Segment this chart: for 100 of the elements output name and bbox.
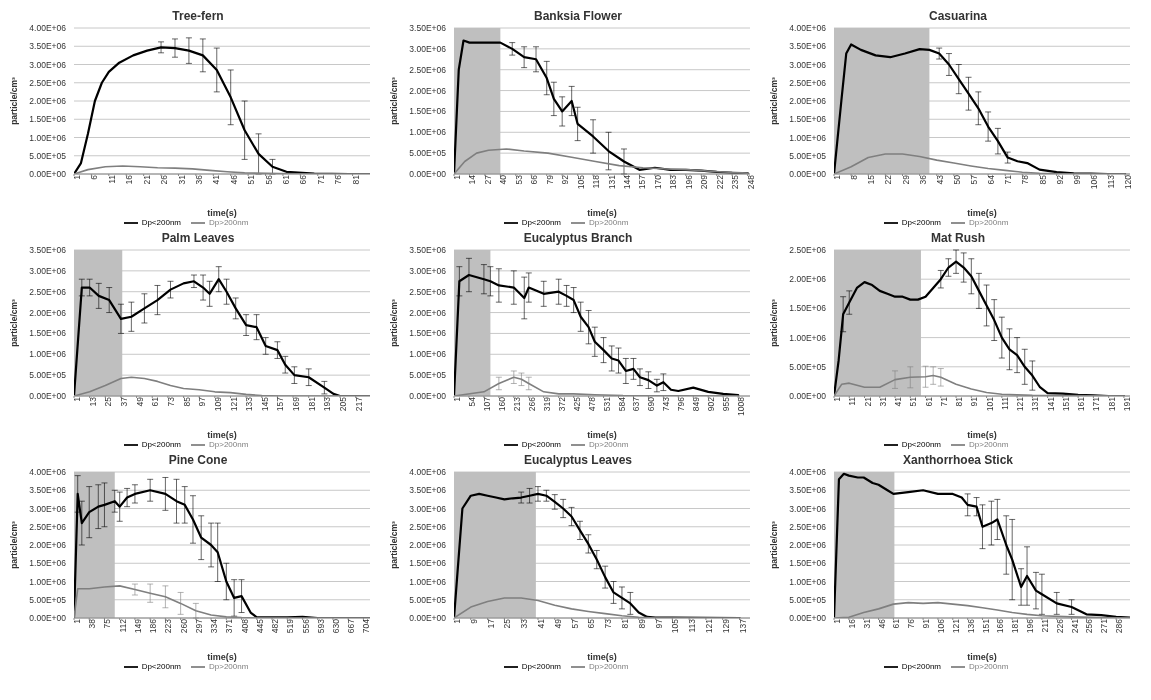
x-tick-label: 106 [1088,174,1099,190]
y-tick-label: 5.00E+05 [789,150,827,161]
x-tick-label: 519 [285,618,296,634]
x-tick-label: 91 [969,396,980,407]
x-tick-label: 57 [569,618,580,629]
x-tick-label: 556 [300,618,311,634]
x-tick-label: 213 [511,396,522,412]
x-tick-label: 81 [350,174,361,185]
x-tick-label: 41 [211,174,222,185]
x-tick-label: 248 [745,174,756,190]
x-tick-label: 478 [586,396,597,412]
y-tick-label: 5.00E+05 [29,370,67,381]
legend-label: Dp<200nm [141,440,181,450]
x-tick-label: 29 [900,174,911,185]
x-tick-label: 235 [730,174,741,190]
y-tick-label: 3.50E+06 [789,41,827,52]
x-tick-label: 75 [102,618,113,629]
y-axis-title: particle/cm³ [389,76,400,125]
y-axis-title: particle/cm³ [769,298,780,347]
x-axis-title: time(s) [207,430,237,440]
x-tick-label: 66 [298,174,309,185]
x-tick-label: 256 [1084,618,1095,634]
y-tick-label: 1.50E+06 [789,114,827,125]
x-tick-label: 61 [150,396,161,407]
x-tick-label: 105 [670,618,681,634]
chart-title: Banksia Flower [533,8,623,24]
y-tick-label: 2.50E+06 [29,521,67,532]
y-tick-label: 2.00E+06 [29,540,67,551]
y-tick-label: 3.00E+06 [409,43,447,54]
y-tick-label: 3.00E+06 [409,265,447,276]
y-tick-label: 3.00E+06 [29,265,67,276]
legend-label: Dp<200nm [141,218,181,228]
chart-title: Casuarina [928,8,988,24]
y-tick-label: 5.00E+05 [789,594,827,605]
x-tick-label: 73 [603,618,614,629]
x-tick-label: 1 [452,618,463,624]
legend-label: Dp<200nm [141,662,181,672]
y-tick-label: 1.00E+06 [29,132,67,143]
x-tick-label: 160 [496,396,507,412]
x-axis-title: time(s) [967,652,997,662]
y-tick-label: 1.00E+06 [29,576,67,587]
x-tick-label: 109 [212,396,223,412]
x-tick-label: 121 [228,396,239,412]
x-tick-label: 171 [1091,396,1102,412]
x-tick-label: 121 [950,618,961,634]
x-tick-label: 49 [134,396,145,407]
x-tick-label: 1 [832,618,843,624]
x-tick-label: 137 [737,618,748,634]
x-tick-label: 849 [691,396,702,412]
x-axis-title: time(s) [207,652,237,662]
y-axis-title: particle/cm³ [769,76,780,125]
legend-label: Dp>200nm [589,662,629,672]
legend-label: Dp>200nm [209,662,249,672]
x-tick-label: 46 [876,618,887,629]
x-tick-label: 66 [529,174,540,185]
legend-label: Dp>200nm [969,662,1009,672]
x-tick-label: 37 [118,396,129,407]
y-tick-label: 1.50E+06 [789,558,827,569]
legend-label: Dp>200nm [209,440,249,450]
y-tick-label: 0.00E+00 [409,391,447,402]
x-tick-label: 319 [541,396,552,412]
line-series [454,148,749,174]
x-tick-label: 120 [1123,174,1134,190]
y-tick-label: 5.00E+05 [409,148,447,159]
x-tick-label: 271 [1099,618,1110,634]
x-tick-label: 43 [934,174,945,185]
y-tick-label: 0.00E+00 [409,613,447,624]
x-tick-label: 38 [87,618,98,629]
y-tick-label: 1.00E+06 [789,332,827,343]
x-tick-label: 183 [668,174,679,190]
x-tick-label: 14 [467,174,478,185]
x-tick-label: 260 [178,618,189,634]
x-tick-label: 111 [999,396,1010,410]
x-tick-label: 196 [683,174,694,190]
y-tick-label: 2.00E+06 [409,307,447,318]
x-tick-label: 372 [556,396,567,412]
x-tick-label: 1 [452,396,463,402]
x-tick-label: 79 [544,174,555,185]
x-tick-label: 151 [980,618,991,634]
legend-label: Dp<200nm [901,662,941,672]
x-tick-label: 21 [141,174,152,185]
x-tick-label: 33 [519,618,530,629]
y-tick-label: 2.50E+06 [409,64,447,75]
x-tick-label: 101 [984,396,995,412]
y-tick-label: 1.50E+06 [409,328,447,339]
x-tick-label: 113 [687,618,698,633]
x-tick-label: 166 [995,618,1006,634]
chart-title: Palm Leaves [160,230,236,246]
y-tick-label: 3.00E+06 [789,503,827,514]
y-tick-label: 5.00E+05 [29,150,67,161]
x-tick-label: 955 [721,396,732,412]
y-tick-label: 1.50E+06 [29,328,67,339]
y-tick-label: 0.00E+00 [29,391,67,402]
x-tick-label: 151 [1060,396,1071,412]
x-tick-label: 118 [591,174,602,189]
x-tick-label: 97 [197,396,208,407]
y-axis-title: particle/cm³ [389,520,400,569]
x-tick-label: 25 [502,618,513,629]
x-tick-label: 71 [315,174,326,185]
x-tick-label: 85 [1037,174,1048,185]
